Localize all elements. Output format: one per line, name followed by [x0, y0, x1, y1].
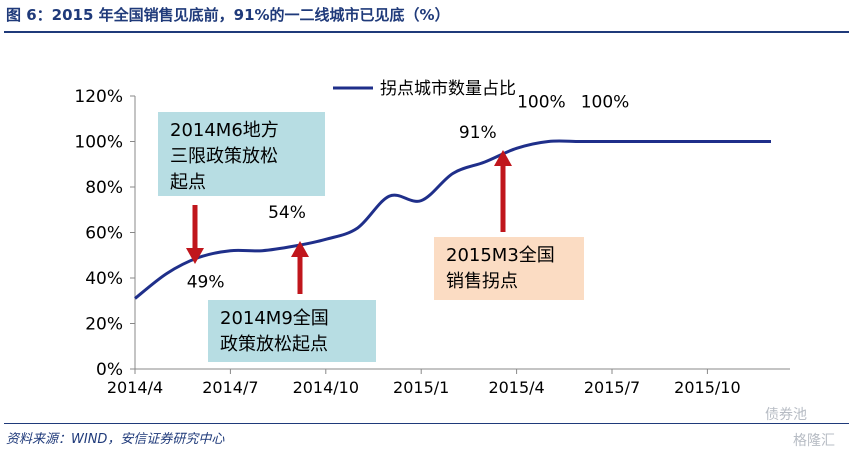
line-chart: 0% 20% 40% 60% 80% 100% 120% 2014/4 2014/7 2014/1…: [74, 79, 790, 397]
annotation-arrowhead: [494, 150, 512, 166]
data-label: 100%: [581, 93, 630, 113]
x-tick-label: 2014/10: [293, 378, 359, 397]
watermark-top: 债券池: [765, 407, 807, 423]
y-tick-label: 60%: [85, 224, 123, 244]
y-tick-label: 80%: [85, 178, 123, 198]
annotation-arrowhead: [186, 248, 204, 264]
annotation-arrowhead: [291, 241, 309, 257]
watermark-bottom: 格隆汇: [793, 433, 835, 449]
x-tick-label: 2015/10: [674, 378, 740, 397]
x-tick-label: 2015/7: [584, 378, 640, 397]
annotation-box: [158, 112, 325, 196]
y-tick-label: 20%: [85, 315, 123, 335]
footer-divider: [4, 423, 849, 424]
x-tick-label: 2015/1: [393, 378, 449, 397]
x-tick-label: 2014/4: [107, 378, 163, 397]
source-note: 资料来源：WIND，安信证券研究中心: [6, 432, 225, 447]
annotation-text: 政策放松起点: [220, 334, 328, 355]
annotation-text: 2014M6地方: [170, 120, 279, 141]
data-label: 49%: [187, 273, 225, 293]
annotation-box: [208, 300, 376, 362]
legend-label: 拐点城市数量占比: [380, 79, 516, 99]
annotation-text: 三限政策放松: [170, 146, 278, 167]
y-tick-label: 0%: [96, 360, 123, 380]
data-label: 54%: [268, 203, 306, 223]
x-tick-label: 2015/4: [488, 378, 544, 397]
annotation-text: 2015M3全国: [446, 245, 555, 266]
x-tick-label: 2014/7: [202, 378, 258, 397]
annotation-text: 起点: [170, 172, 206, 193]
chart-title: 图 6：2015 年全国销售见底前，91%的一二线城市已见底（%）: [6, 6, 450, 24]
y-tick-label: 40%: [85, 269, 123, 289]
title-divider: [4, 31, 849, 33]
y-tick-label: 120%: [74, 87, 123, 107]
y-tick-label: 100%: [74, 133, 123, 153]
data-label: 100%: [517, 93, 566, 113]
annotation-box: [434, 237, 584, 300]
data-label: 91%: [459, 123, 497, 143]
annotation-text: 2014M9全国: [220, 308, 329, 329]
series-line: [134, 139, 771, 300]
annotation-text: 销售拐点: [446, 271, 518, 292]
